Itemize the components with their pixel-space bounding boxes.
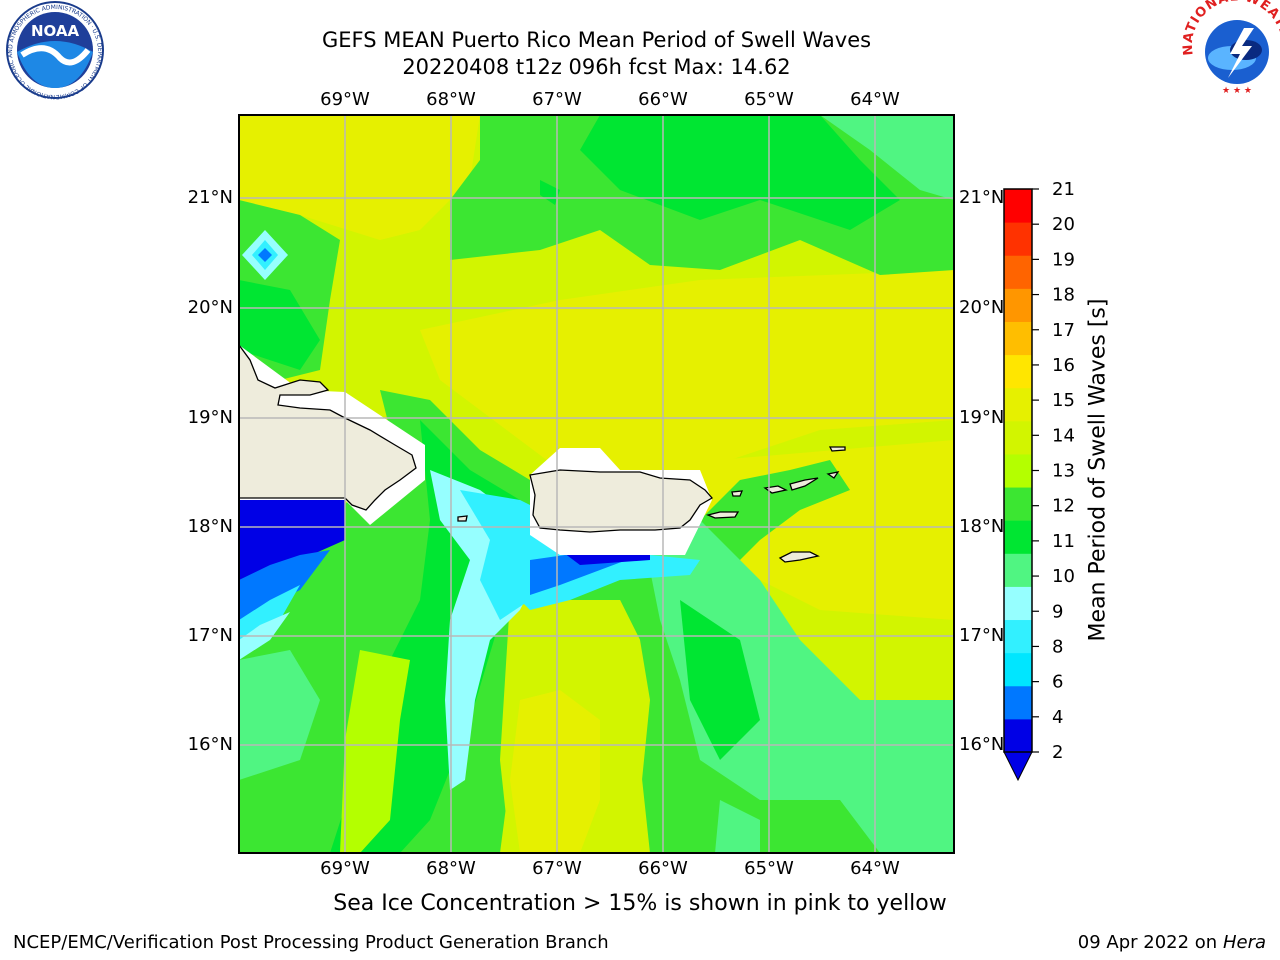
colorbar-tick-label: 6: [1052, 672, 1063, 693]
anegada-island: [828, 446, 846, 452]
colorbar-tick-label: 11: [1052, 531, 1075, 552]
colorbar-swatch: [1004, 453, 1032, 488]
lon-label-bottom-69w: 69°W: [320, 858, 370, 879]
lon-label-top-67w: 67°W: [532, 89, 582, 110]
lat-label-right-16n: 16°N: [959, 734, 1005, 755]
colorbar-tick-label: 10: [1052, 566, 1075, 587]
colorbar-swatch: [1004, 652, 1032, 687]
culebra-island: [731, 490, 744, 497]
colorbar-swatch: [1004, 553, 1032, 587]
colorbar-tick-label: 4: [1052, 707, 1063, 728]
colorbar: 21 20 19 18 17 16 15 14 13 12 11 10 9 8 6 4 2: [1003, 179, 1075, 782]
colorbar-swatch: [1004, 420, 1032, 455]
colorbar-tick-label: 18: [1052, 285, 1075, 306]
lon-label-top-64w: 64°W: [850, 89, 900, 110]
desecheo-island: [457, 515, 468, 522]
footer-right: 09 Apr 2022 on Hera: [1078, 932, 1266, 953]
colorbar-tick-label: 9: [1052, 601, 1063, 622]
colorbar-tick-label: 20: [1052, 214, 1075, 235]
puerto-rico-coast: [529, 469, 714, 533]
lat-label-left-16n: 16°N: [187, 734, 233, 755]
sea-ice-note: Sea Ice Concentration > 15% is shown in …: [333, 891, 947, 916]
colorbar-tick-label: 2: [1052, 742, 1063, 763]
map-gridlines: [239, 115, 954, 853]
lon-label-top-68w: 68°W: [426, 89, 476, 110]
land-masses: [239, 343, 846, 563]
colorbar-extend-triangle: [1003, 751, 1033, 782]
vieques-island: [705, 511, 740, 519]
virgin-islands-b: [789, 477, 819, 491]
map-frame: [238, 114, 955, 854]
lon-label-bottom-66w: 66°W: [638, 858, 688, 879]
colorbar-swatch: [1004, 255, 1032, 289]
colorbar-tick-label: 12: [1052, 496, 1075, 517]
lon-label-top-66w: 66°W: [638, 89, 688, 110]
colorbar-swatch: [1004, 619, 1032, 654]
lat-label-right-19n: 19°N: [959, 407, 1005, 428]
lat-label-left-17n: 17°N: [187, 625, 233, 646]
footer-host: Hera: [1222, 932, 1266, 953]
noaa-logo-text: NOAA: [31, 22, 80, 40]
lat-label-left-18n: 18°N: [187, 516, 233, 537]
lat-label-right-20n: 20°N: [959, 297, 1005, 318]
lon-label-bottom-68w: 68°W: [426, 858, 476, 879]
colorbar-swatch: [1004, 487, 1032, 521]
colorbar-swatch: [1004, 685, 1032, 720]
chart-subtitle: 20220408 t12z 096h fcst Max: 14.62: [402, 55, 791, 79]
colorbar-swatch: [1004, 288, 1032, 322]
colorbar-tick-label: 17: [1052, 320, 1075, 341]
lat-label-left-20n: 20°N: [187, 297, 233, 318]
colorbar-swatch: [1004, 520, 1032, 554]
colorbar-swatch: [1004, 354, 1032, 389]
nws-logo-ring-text: NATIONAL WEATHER SERVICE: [0, 0, 1280, 63]
colorbar-tick-label: 16: [1052, 355, 1075, 376]
colorbar-tick-label: 14: [1052, 425, 1075, 446]
colorbar-swatch: [1004, 222, 1032, 256]
colorbar-tick-label: 15: [1052, 390, 1075, 411]
svg-text:NATIONAL WEATHER SERVICE: NATIONAL WEATHER SERVICE: [0, 0, 1280, 63]
nws-logo-icon: NATIONAL WEATHER SERVICE ★ ★ ★: [0, 0, 1280, 98]
lat-label-right-17n: 17°N: [959, 625, 1005, 646]
colorbar-tick-label: 8: [1052, 636, 1063, 657]
colorbar-tick-label: 13: [1052, 461, 1075, 482]
lon-label-bottom-67w: 67°W: [532, 858, 582, 879]
colorbar-swatch: [1004, 321, 1032, 356]
lon-label-top-69w: 69°W: [320, 89, 370, 110]
st-croix-island: [778, 551, 820, 563]
lon-label-bottom-65w: 65°W: [744, 858, 794, 879]
colorbar-swatch: [1004, 718, 1032, 753]
colorbar-swatch: [1004, 387, 1032, 422]
virgin-islands-c: [826, 471, 840, 479]
lat-label-right-18n: 18°N: [959, 516, 1005, 537]
chart-title: GEFS MEAN Puerto Rico Mean Period of Swe…: [321, 28, 872, 52]
lat-label-left-19n: 19°N: [187, 407, 233, 428]
lon-label-bottom-64w: 64°W: [850, 858, 900, 879]
noaa-logo-icon: NATIONAL OCEANIC AND ATMOSPHERIC ADMINIS…: [0, 0, 104, 100]
lat-label-left-21n: 21°N: [187, 187, 233, 208]
colorbar-swatch: [1004, 586, 1032, 621]
lon-label-top-65w: 65°W: [744, 89, 794, 110]
svg-text:★ ★ ★: ★ ★ ★: [1222, 86, 1252, 96]
footer-left: NCEP/EMC/Verification Post Processing Pr…: [13, 932, 609, 953]
colorbar-swatch: [1004, 189, 1032, 223]
colorbar-tick-label: 19: [1052, 249, 1075, 270]
colorbar-tick-label: 21: [1052, 179, 1075, 200]
lat-label-right-21n: 21°N: [959, 187, 1005, 208]
colorbar-label: Mean Period of Swell Waves [s]: [1085, 298, 1111, 642]
footer-date: 09 Apr 2022 on: [1077, 932, 1218, 953]
